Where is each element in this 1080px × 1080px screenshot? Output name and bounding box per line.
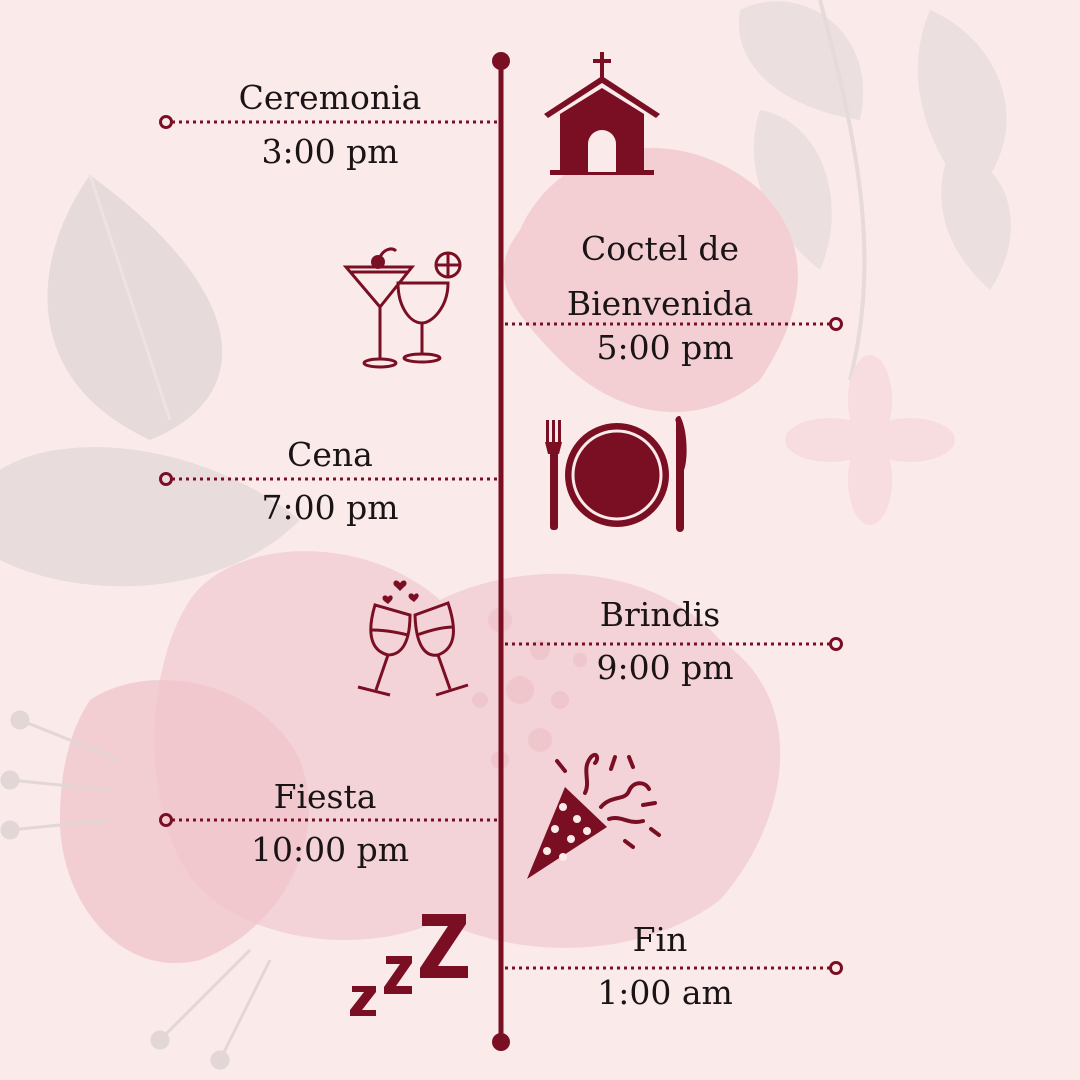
node-brindis (829, 637, 843, 651)
event-coctel-time: 5:00 pm (596, 328, 734, 367)
timeline-start-dot (492, 52, 510, 70)
dinner-plate-icon (545, 415, 687, 532)
event-brindis-time: 9:00 pm (596, 648, 734, 687)
cocktails-icon (342, 247, 462, 369)
event-fin-title: Fin (632, 920, 688, 959)
event-brindis-title: Brindis (599, 595, 721, 634)
event-ceremonia-time: 3:00 pm (261, 132, 399, 171)
event-fin-time: 1:00 am (597, 973, 733, 1012)
node-coctel (829, 317, 843, 331)
timeline-end-dot (492, 1033, 510, 1051)
event-fiesta-title: Fiesta (273, 777, 377, 816)
event-ceremonia-title: Ceremonia (238, 78, 422, 117)
church-icon (544, 52, 660, 175)
node-fin (829, 961, 843, 975)
event-coctel-title-line2: Bienvenida (566, 284, 754, 323)
event-cena-time: 7:00 pm (261, 488, 399, 527)
node-ceremonia (159, 115, 173, 129)
toast-glasses-icon (357, 580, 469, 697)
party-popper-icon (527, 752, 661, 879)
event-cena-title: Cena (287, 435, 373, 474)
event-fiesta-time: 10:00 pm (250, 830, 409, 869)
sleep-zzz-icon (350, 914, 468, 1016)
event-coctel-title-line1: Coctel de (580, 229, 740, 268)
node-fiesta (159, 813, 173, 827)
node-cena (159, 472, 173, 486)
